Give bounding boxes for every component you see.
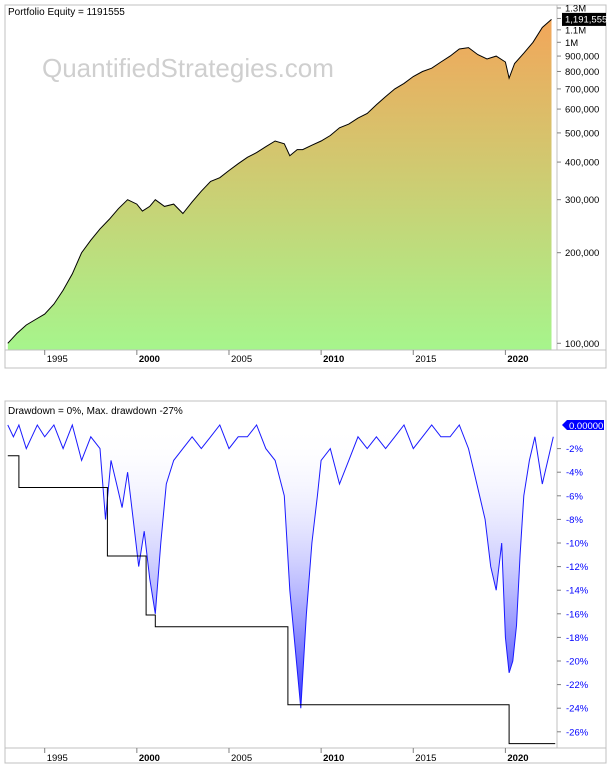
drawdown-y-tick-label: -2% [566, 444, 583, 455]
equity-y-tick-label: 500,000 [565, 128, 599, 139]
equity-area-group [7, 19, 552, 351]
drawdown-y-tick-label: -6% [566, 491, 583, 502]
equity-x-tick-label: 2020 [507, 354, 528, 365]
equity-x-tick-label: 2005 [231, 354, 252, 365]
equity-x-ticks: 1995 2000 2005 2010 2015 2020 [44, 350, 529, 365]
max-drawdown-step-line [7, 455, 556, 745]
equity-line [7, 19, 552, 344]
equity-x-tick-label: 2000 [139, 354, 160, 365]
drawdown-y-tick-label: -10% [566, 539, 589, 550]
drawdown-y-tick-label: -12% [566, 562, 589, 573]
drawdown-last-value-label: 0.00000 [569, 421, 603, 432]
drawdown-x-tick-label: 2005 [231, 753, 252, 764]
equity-last-value-label: 1,191,555 [565, 14, 607, 25]
equity-y-tick-label: 1.1M [565, 25, 586, 36]
equity-area [7, 19, 552, 351]
drawdown-last-value-tag: 0.00000 [562, 420, 604, 432]
equity-x-tick-label: 2015 [415, 354, 436, 365]
drawdown-y-tick-label: -18% [566, 633, 589, 644]
drawdown-y-tick-label: -22% [566, 680, 589, 691]
equity-panel: QuantifiedStrategies.com Portfolio Equit… [4, 4, 607, 369]
drawdown-y-tick-label: -8% [566, 515, 583, 526]
drawdown-x-tick-label: 1995 [47, 753, 68, 764]
equity-last-value-box [562, 12, 606, 26]
equity-y-tick-label: 900,000 [565, 52, 599, 63]
drawdown-chart-title: Drawdown = 0%, Max. drawdown -27% [8, 406, 183, 417]
equity-y-tick-label: 700,000 [565, 84, 599, 95]
equity-y-tick-label: 100,000 [565, 339, 599, 350]
equity-x-tick-label: 2010 [323, 354, 344, 365]
drawdown-y-tick-label: -4% [566, 468, 583, 479]
drawdown-last-value-box [562, 420, 604, 430]
equity-y-tick-label: 600,000 [565, 105, 599, 116]
equity-y-tick-label: 1.3M [565, 4, 586, 15]
drawdown-x-tick-label: 2010 [323, 753, 344, 764]
drawdown-x-ticks: 1995 2000 2005 2010 2015 2020 [44, 748, 529, 764]
equity-y-tick-label: 1M [565, 38, 578, 49]
drawdown-y-tick-label: -16% [566, 609, 589, 620]
drawdown-panel: Drawdown = 0%, Max. drawdown -27% -2% -4%… [4, 400, 607, 764]
drawdown-line [7, 423, 554, 709]
drawdown-y-tick-label: -24% [566, 704, 589, 715]
equity-y-tick-label: 300,000 [565, 195, 599, 206]
drawdown-y-ticks: -2% -4% -6% -8% -10% -12% -14% -16% -18% -20% -22%… [557, 444, 589, 738]
drawdown-area [7, 425, 554, 709]
drawdown-y-tick-label: -26% [566, 727, 589, 738]
equity-chart-title: Portfolio Equity = 1191555 [8, 7, 125, 18]
equity-x-tick-label: 1995 [47, 354, 68, 365]
drawdown-x-tick-label: 2000 [139, 753, 160, 764]
watermark: QuantifiedStrategies.com [42, 53, 334, 83]
equity-y-tick-label: 400,000 [565, 158, 599, 169]
drawdown-x-tick-label: 2020 [507, 753, 528, 764]
drawdown-x-tick-label: 2015 [415, 753, 436, 764]
drawdown-area-group [7, 423, 556, 745]
drawdown-y-tick-label: -20% [566, 657, 589, 668]
equity-last-value-tag: 1,191,555 [562, 12, 607, 26]
equity-y-tick-label: 200,000 [565, 248, 599, 259]
drawdown-y-tick-label: -14% [566, 586, 589, 597]
equity-y-tick-label: 800,000 [565, 67, 599, 78]
